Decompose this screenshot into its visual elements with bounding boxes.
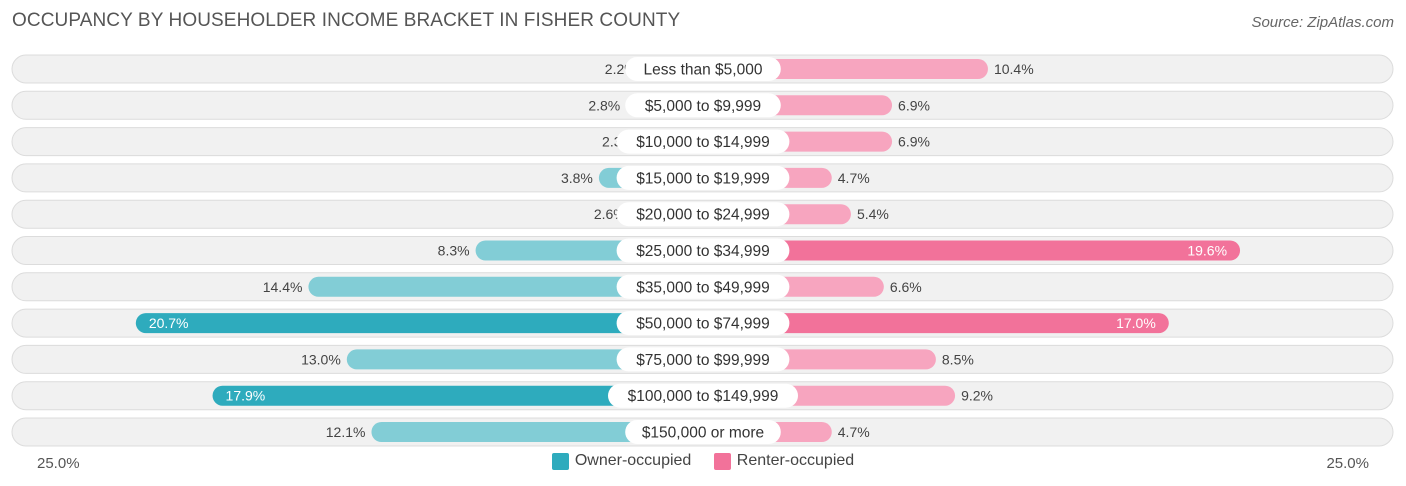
value-label-owner: 14.4% [263,279,303,295]
bar-owner [308,276,703,297]
value-label-owner: 2.8% [588,97,620,113]
value-label-renter: 19.6% [1187,243,1227,259]
bar-renter [703,313,1169,334]
category-label: $100,000 to $149,999 [628,388,779,405]
value-label-owner: 12.1% [326,424,366,440]
value-label-renter: 8.5% [942,351,974,367]
category-label-pill [616,165,790,190]
category-label-pill [616,311,790,336]
value-label-owner: 8.3% [438,243,470,259]
value-label-renter: 4.7% [838,424,870,440]
category-label: $75,000 to $99,999 [636,352,770,369]
category-label-pill [625,420,781,444]
category-label-pill [625,93,781,118]
category-label: $20,000 to $24,999 [636,207,770,224]
value-label-owner: 3.8% [561,170,593,186]
value-label-renter: 10.4% [994,61,1034,77]
axis-right-label: 25.0% [1326,455,1369,472]
legend-swatch-renter [713,452,731,470]
bar-owner [346,349,703,370]
chart-source: Source: ZipAtlas.com [1251,14,1394,31]
legend-label-owner: Owner-occupied [574,452,692,469]
legend-item-renter[interactable]: Renter-occupied [713,452,855,470]
value-label-renter: 17.0% [1116,315,1156,331]
bar-owner [371,422,703,442]
value-label-owner: 17.9% [226,388,266,404]
bar-owner [135,313,703,334]
category-label-pill [616,347,790,372]
category-label-pill [616,202,790,227]
category-label: $10,000 to $14,999 [636,134,770,151]
category-label: $35,000 to $49,999 [636,279,770,296]
bar-renter [703,240,1241,261]
category-label: $5,000 to $9,999 [645,98,761,115]
legend-label-renter: Renter-occupied [736,452,855,469]
category-label: $25,000 to $34,999 [636,243,770,260]
category-label: Less than $5,000 [644,62,763,79]
value-label-renter: 4.7% [838,170,870,186]
category-label: $15,000 to $19,999 [636,170,770,187]
category-label-pill [616,129,790,154]
legend-item-owner[interactable]: Owner-occupied [551,452,692,470]
category-label: $150,000 or more [642,425,764,442]
bar-owner [212,385,704,406]
category-label-pill [616,238,790,263]
value-label-renter: 6.6% [890,279,922,295]
value-label-owner: 20.7% [149,315,189,331]
value-label-renter: 9.2% [961,388,993,404]
value-label-renter: 5.4% [857,206,889,222]
value-label-renter: 6.9% [898,97,930,113]
legend-swatch-owner [551,452,569,470]
legend: Owner-occupied Renter-occupied [0,452,1406,475]
category-label-pill [616,274,790,299]
category-label-pill [608,383,798,408]
chart-title: OCCUPANCY BY HOUSEHOLDER INCOME BRACKET … [12,10,681,31]
category-label-pill [625,57,781,81]
value-label-owner: 13.0% [301,351,341,367]
value-label-renter: 6.9% [898,134,930,150]
category-label: $50,000 to $74,999 [636,316,770,333]
axis-left-label: 25.0% [37,455,80,472]
